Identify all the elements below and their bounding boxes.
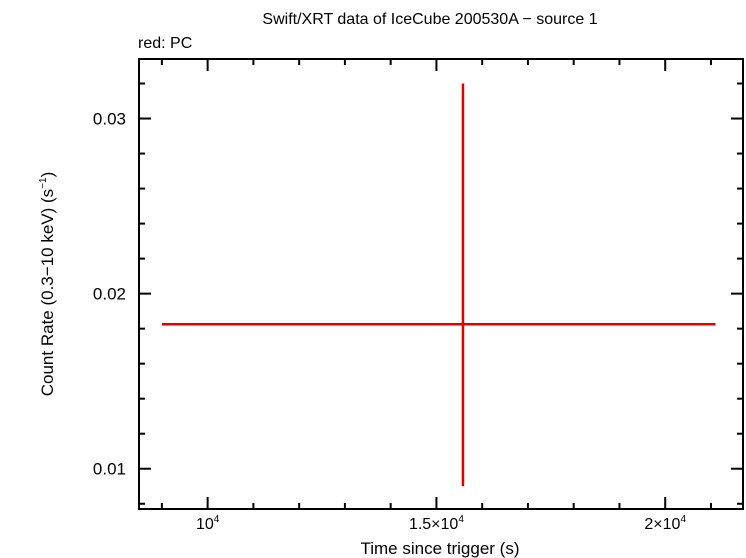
x-axis-label: Time since trigger (s) bbox=[360, 539, 519, 558]
data-point bbox=[161, 83, 716, 487]
data-series bbox=[161, 83, 716, 487]
y-tick-label: 0.02 bbox=[93, 285, 126, 304]
y-axis-label-main: Count Rate (0.3−10 keV) (s bbox=[38, 189, 57, 396]
x-tick-label: 2×104 bbox=[644, 514, 686, 533]
x-tick-labels: 104 1.5×104 2×104 bbox=[196, 514, 686, 533]
y-axis-label-exponent: −1 bbox=[38, 177, 49, 189]
plot-frame bbox=[138, 58, 744, 510]
y-tick-label: 0.03 bbox=[93, 110, 126, 129]
y-axis-label: Count Rate (0.3−10 keV) (s−1) bbox=[38, 172, 57, 397]
x-tick-label: 1.5×104 bbox=[409, 514, 464, 533]
x-tick-label: 104 bbox=[196, 514, 220, 533]
chart-title: Swift/XRT data of IceCube 200530A − sour… bbox=[262, 11, 597, 28]
axis-ticks bbox=[139, 59, 743, 509]
chart-subtitle: red: PC bbox=[138, 35, 192, 52]
y-tick-labels: 0.01 0.02 0.03 bbox=[93, 110, 126, 479]
y-axis-label-close: ) bbox=[38, 172, 57, 178]
y-tick-label: 0.01 bbox=[93, 460, 126, 479]
